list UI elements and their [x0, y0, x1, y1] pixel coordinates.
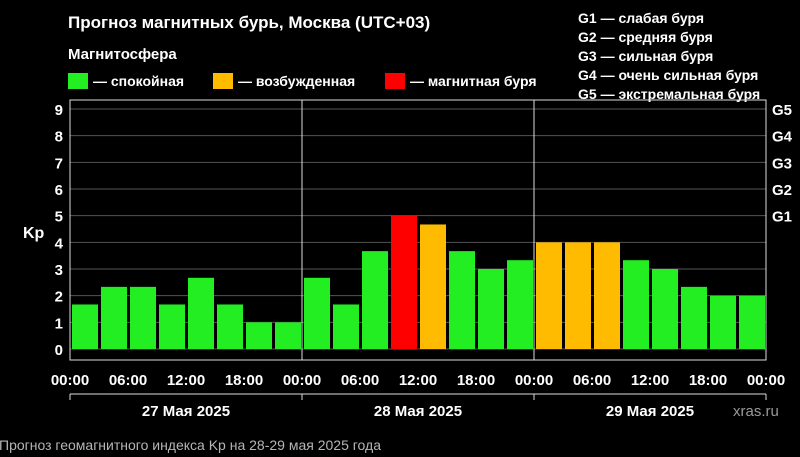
- kp-bar: [652, 269, 678, 349]
- kp-bar: [565, 242, 591, 349]
- kp-bar: [188, 277, 214, 349]
- kp-bar: [72, 304, 98, 349]
- storm-scale-g1: G1 — слабая буря: [578, 10, 705, 26]
- y-tick-label: 1: [55, 315, 63, 332]
- storm-scale-legend: G1 — слабая буря G2 — средняя буря G3 — …: [578, 9, 760, 104]
- legend-title: Магнитосфера: [68, 46, 177, 63]
- kp-bar: [217, 304, 243, 349]
- kp-bar: [623, 260, 649, 349]
- y-tick-label: 7: [55, 155, 63, 172]
- x-tick-label: 18:00: [225, 372, 263, 389]
- kp-bar: [420, 224, 446, 349]
- kp-bar: [507, 260, 533, 349]
- x-tick-label: 18:00: [689, 372, 727, 389]
- y-tick-label: 5: [55, 209, 63, 226]
- storm-scale-g2: G2 — средняя буря: [578, 29, 713, 45]
- watermark: xras.ru: [733, 403, 779, 420]
- kp-bar: [246, 322, 272, 349]
- legend-label-excited: — возбужденная: [238, 73, 356, 89]
- date-label: 29 Мая 2025: [606, 403, 694, 420]
- g-tick-label: G2: [772, 182, 792, 199]
- date-label: 28 Мая 2025: [374, 403, 462, 420]
- legend-label-quiet: — спокойная: [93, 73, 185, 89]
- x-tick-label: 00:00: [51, 372, 89, 389]
- kp-bar: [101, 286, 127, 349]
- legend-label-storm: — магнитная буря: [410, 73, 537, 89]
- legend-item-quiet: — спокойная: [68, 73, 184, 89]
- y-tick-label: 6: [55, 182, 63, 199]
- kp-bar: [710, 295, 736, 349]
- legend-swatch-storm: [385, 73, 405, 89]
- storm-scale-g3: G3 — сильная буря: [578, 48, 714, 64]
- kp-bar: [304, 277, 330, 349]
- y-tick-label: 9: [55, 102, 63, 119]
- y-tick-label: 2: [55, 289, 63, 306]
- storm-scale-g5: G5 — экстремальная буря: [578, 86, 761, 102]
- kp-bar: [130, 286, 156, 349]
- g-tick-label: G1: [772, 209, 792, 226]
- kp-bar: [681, 286, 707, 349]
- kp-bar: [739, 295, 765, 349]
- y-tick-label: 3: [55, 262, 63, 279]
- x-tick-label: 00:00: [515, 372, 553, 389]
- x-tick-label: 06:00: [573, 372, 611, 389]
- g-tick-label: G4: [772, 129, 793, 146]
- chart-caption: Прогноз геомагнитного индекса Kp на 28-2…: [0, 437, 381, 453]
- legend-item-storm: — магнитная буря: [385, 73, 537, 89]
- x-tick-label: 06:00: [341, 372, 379, 389]
- legend-item-excited: — возбужденная: [213, 73, 355, 89]
- x-tick-label: 12:00: [399, 372, 437, 389]
- legend-swatch-excited: [213, 73, 233, 89]
- x-tick-label: 00:00: [283, 372, 321, 389]
- x-tick-label: 00:00: [747, 372, 785, 389]
- date-label: 27 Мая 2025: [142, 403, 230, 420]
- x-tick-label: 12:00: [631, 372, 669, 389]
- kp-bar: [449, 251, 475, 349]
- x-tick-label: 18:00: [457, 372, 495, 389]
- y-tick-label: 8: [55, 129, 63, 146]
- kp-bar: [333, 304, 359, 349]
- kp-bar: [594, 242, 620, 349]
- kp-bar: [536, 242, 562, 349]
- kp-bar: [362, 251, 388, 349]
- kp-bar: [275, 322, 301, 349]
- kp-bar: [159, 304, 185, 349]
- x-tick-label: 06:00: [109, 372, 147, 389]
- g-tick-label: G5: [772, 102, 792, 119]
- y-tick-label: 4: [55, 235, 64, 252]
- y-tick-label: 0: [55, 342, 63, 359]
- g-tick-label: G3: [772, 155, 792, 172]
- x-tick-label: 12:00: [167, 372, 205, 389]
- storm-scale-g4: G4 — очень сильная буря: [578, 67, 759, 83]
- legend-swatch-quiet: [68, 73, 88, 89]
- chart-title: Прогноз магнитных бурь, Москва (UTC+03): [68, 13, 431, 32]
- kp-bar: [391, 215, 417, 349]
- kp-bar: [478, 269, 504, 349]
- y-axis-label: Kp: [23, 225, 45, 242]
- plot-frame: [69, 99, 767, 361]
